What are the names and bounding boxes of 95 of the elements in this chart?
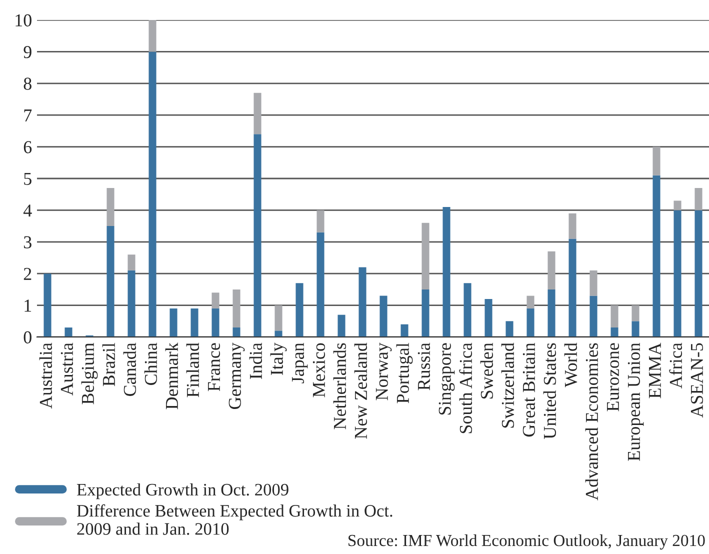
x-tick-label: India [249,342,262,379]
bar [652,175,660,337]
bar [694,210,702,337]
x-tick-label: World [564,342,578,388]
bar [632,321,640,337]
bar [148,20,156,52]
y-tick-label: 0 [24,331,32,344]
y-tick-label: 8 [24,78,32,90]
bar [64,327,72,337]
y-tick-label: 10 [16,14,32,26]
bar [254,92,262,134]
y-tick-label: 2 [24,268,32,280]
bar [506,321,514,337]
y-tick-label: 1 [24,300,32,312]
bar [380,296,388,337]
bar [568,238,576,337]
x-tick-label: Denmark [165,342,178,410]
bar [212,308,220,337]
bar [526,308,534,337]
bar [316,210,324,232]
bar [212,292,220,308]
bar [190,308,198,337]
y-tick-label: 5 [24,172,32,185]
legend-label: Expected Growth in Oct. 2009 [76,483,288,500]
bar [232,327,240,337]
x-tick-label: Russia [418,342,430,390]
bar [674,210,682,337]
x-tick-label: United States [543,343,556,439]
bar [358,267,366,337]
x-tick-label: Netherlands [333,343,346,430]
bar [274,305,282,331]
x-tick-label: Canada [123,342,136,396]
x-tick-label: Italy [270,342,287,375]
bar [484,298,492,337]
bar [590,270,598,296]
bar [652,146,660,176]
x-tick-label: Eurozone [607,343,620,412]
bar [590,296,598,337]
x-tick-label: Mexico [312,343,326,398]
x-tick-label: Belgium [81,342,98,404]
bar [316,232,324,337]
x-tick-label: Advanced Economies [585,343,598,500]
x-tick-label: Portugal [396,342,413,404]
bar [548,289,556,337]
x-tick-label: Norway [376,342,392,400]
bar [254,134,262,337]
bar [610,305,618,328]
x-tick-label: Great Britain [522,342,536,437]
bar [148,52,156,337]
y-tick-label: 3 [24,236,32,248]
bar [232,289,240,328]
bar [442,207,450,337]
x-tick-label: European Union [628,342,644,461]
y-tick-label: 9 [24,46,32,58]
x-tick-label: Africa [669,342,682,388]
x-tick-label: South Africa [459,342,472,434]
x-tick-label: Japan [292,342,308,384]
x-tick-label: Australia [39,342,52,409]
bar [422,289,430,337]
bar [422,222,430,290]
y-tick-label: 6 [24,141,32,154]
bar [274,330,282,337]
bar [106,226,114,337]
bar [400,324,408,337]
x-tick-label: Germany [228,342,245,409]
y-tick-label: 4 [23,204,32,216]
bar [674,200,682,210]
bar [296,283,304,337]
bar [170,308,178,337]
x-tick-label: China [144,342,158,385]
bar [128,270,136,337]
bar [568,213,576,239]
bar [694,188,702,210]
bar [526,296,534,308]
bar [464,283,472,337]
bar [548,251,556,290]
x-tick-label: New Zealand [354,342,368,439]
x-tick-label: Singapore [438,343,455,415]
x-tick-label: ASEAN-5 [690,343,704,418]
x-tick-label: Sweden [480,342,494,399]
x-tick-label: EMMA [648,342,661,398]
bar [106,188,114,226]
x-tick-label: Brazil [102,342,116,386]
legend-label: Difference Between Expected Growth in Oct. 2009 and in Jan. 2010 [76,504,392,535]
bar [632,305,640,322]
x-tick-label: Finland [186,342,200,398]
x-tick-label: France [208,343,220,392]
bar [338,314,346,337]
bar [44,274,52,337]
x-tick-label: Austria [60,342,74,396]
source-note: Source: IMF World Economic Outlook, January 2010 [348,534,705,550]
y-tick-label: 7 [24,110,32,122]
bar [610,327,618,337]
x-tick-label: Switzerland [501,342,514,428]
bar [128,254,136,270]
